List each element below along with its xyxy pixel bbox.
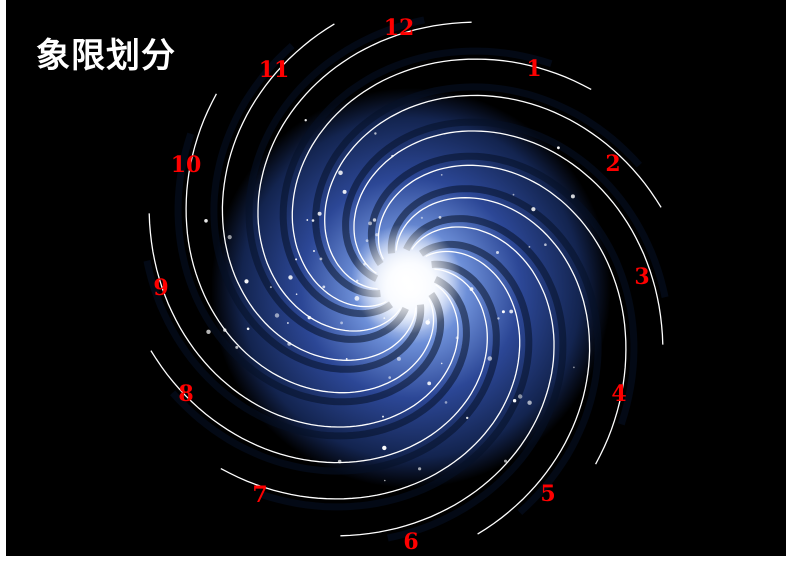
spiral-arm [220, 250, 521, 500]
star [311, 219, 315, 222]
sector-label: 1 [526, 56, 541, 82]
sector-label: 11 [259, 57, 290, 83]
star [204, 219, 208, 223]
dust-lane [259, 240, 533, 511]
star [531, 207, 536, 212]
sector-label: 5 [540, 481, 555, 507]
star [527, 400, 532, 405]
sector-label: 9 [153, 275, 168, 301]
star [427, 381, 432, 386]
star [374, 132, 377, 135]
sector-label: 2 [605, 151, 620, 177]
sector-label: 12 [384, 15, 415, 41]
star [509, 309, 514, 314]
star [497, 317, 500, 320]
spiral-arms [148, 21, 664, 537]
star [317, 211, 322, 216]
dust-lane [342, 118, 669, 298]
star [382, 445, 387, 451]
sector-label: 7 [252, 482, 267, 508]
star [345, 358, 348, 360]
star [288, 275, 293, 280]
star [440, 362, 443, 365]
star [382, 415, 384, 418]
star [295, 258, 298, 261]
star [438, 216, 442, 219]
star [295, 293, 298, 296]
spiral-arm [395, 197, 591, 535]
spiral-arm [150, 268, 488, 464]
star [313, 250, 315, 252]
spiral-arm [257, 21, 472, 332]
star [512, 193, 515, 196]
star [384, 479, 386, 482]
star [206, 329, 211, 334]
star [444, 401, 448, 404]
dust-lane [279, 47, 553, 318]
star [368, 221, 372, 226]
dust-lane [245, 16, 425, 343]
star [235, 345, 239, 349]
star [322, 285, 326, 289]
sector-label: 6 [403, 529, 418, 555]
star [573, 366, 575, 369]
spiral-arm [377, 164, 627, 465]
dust-lane [210, 43, 425, 373]
spiral-arm [291, 58, 592, 308]
dust-lane [143, 260, 470, 440]
spiral-arm [324, 94, 662, 290]
star [418, 467, 422, 471]
dust-lane [387, 185, 602, 515]
dust-lane [312, 83, 642, 298]
star [570, 194, 575, 199]
star [227, 235, 232, 240]
spiral-arm [185, 93, 435, 394]
galaxy-core [351, 224, 461, 334]
star [518, 394, 523, 399]
star [342, 189, 347, 194]
spiral-arm [340, 226, 555, 537]
star [420, 216, 423, 219]
star [496, 251, 499, 254]
star [340, 321, 343, 325]
sector-label: 4 [611, 381, 626, 407]
star [487, 356, 493, 361]
star [246, 327, 250, 331]
star [319, 257, 323, 261]
star [304, 119, 307, 122]
star [512, 399, 517, 403]
spiral-arm [353, 130, 664, 345]
spiral-arm [148, 213, 459, 428]
sector-label: 8 [178, 381, 193, 407]
star [557, 146, 560, 150]
star [244, 279, 249, 284]
star [528, 246, 531, 248]
dust-lanes [143, 16, 669, 542]
sector-label: 10 [171, 152, 202, 178]
dust-lane [387, 215, 567, 542]
star [287, 322, 289, 324]
star [466, 416, 469, 420]
star [306, 219, 309, 221]
page-title: 象限划分 [36, 36, 176, 76]
star [396, 356, 401, 361]
star [274, 313, 280, 318]
star [388, 376, 392, 379]
sector-label: 3 [634, 264, 649, 290]
star [501, 310, 505, 314]
dust-lane [174, 132, 445, 406]
star [544, 243, 547, 246]
star [440, 174, 443, 176]
slide: 12 1 2 3 4 5 6 7 8 9 10 11 象限划分 [6, 0, 786, 556]
star [372, 218, 377, 222]
dust-lane [170, 260, 500, 475]
star [269, 286, 272, 289]
star [504, 459, 507, 463]
star [338, 170, 343, 176]
spiral-arm [221, 23, 417, 361]
